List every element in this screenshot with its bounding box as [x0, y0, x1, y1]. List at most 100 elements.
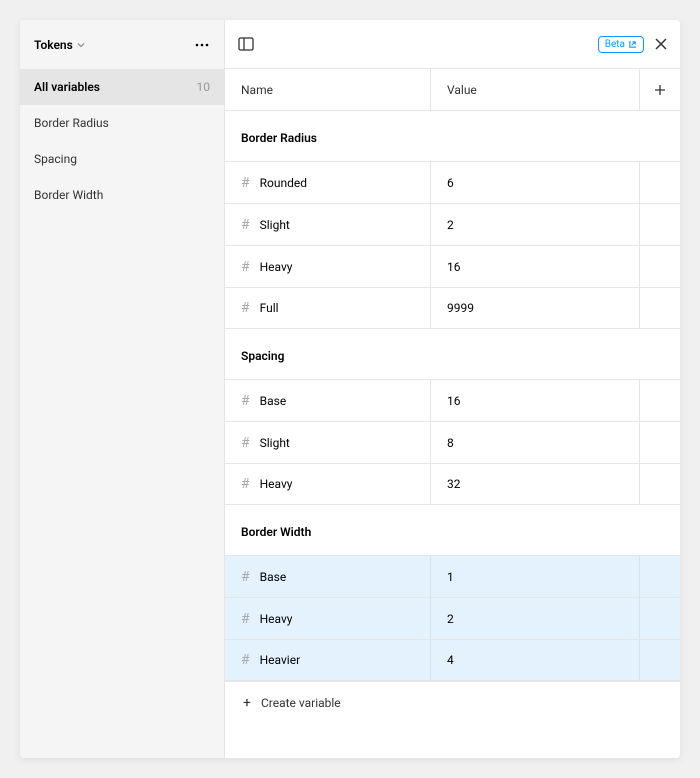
sidebar-toggle-icon[interactable] [237, 35, 255, 53]
variable-name: Heavier [260, 653, 301, 667]
group-title: Border Width [225, 505, 680, 555]
chevron-down-icon [77, 41, 85, 49]
variable-value-cell[interactable]: 8 [431, 422, 640, 463]
variable-value-cell[interactable]: 2 [431, 598, 640, 639]
variable-name-cell: # Base [225, 556, 431, 597]
variable-value: 2 [447, 612, 454, 626]
variable-end-cell [640, 162, 680, 203]
variable-name: Slight [260, 218, 290, 232]
number-type-icon: # [241, 175, 250, 191]
number-type-icon: # [241, 259, 250, 275]
number-type-icon: # [241, 435, 250, 451]
variable-name: Base [260, 394, 287, 408]
column-name-header: Name [225, 69, 431, 110]
create-variable-label: Create variable [261, 696, 341, 710]
variables-content: Border Radius#Rounded 6 # Slight 2 # Heavy 16 # F… [225, 111, 680, 758]
column-value-header: Value [431, 69, 640, 110]
variable-row[interactable]: # Heavy 32 [225, 463, 680, 505]
variable-name-cell: # Slight [225, 204, 431, 245]
close-icon[interactable] [654, 37, 668, 51]
variable-end-cell [640, 380, 680, 421]
variable-name: Full [260, 301, 279, 315]
variable-end-cell [640, 556, 680, 597]
sidebar-item-all-variables[interactable]: All variables 10 [20, 69, 224, 105]
variable-name: Heavy [260, 612, 293, 626]
number-type-icon: # [241, 476, 250, 492]
variable-name-cell: #Rounded [225, 162, 431, 203]
group-title: Spacing [225, 329, 680, 379]
more-options-icon[interactable] [194, 37, 210, 53]
variable-value-cell[interactable]: 6 [431, 162, 640, 203]
create-variable-button[interactable]: + Create variable [225, 681, 680, 723]
variable-value: 9999 [447, 301, 474, 315]
main-header: Beta [225, 20, 680, 69]
variable-end-cell [640, 422, 680, 463]
number-type-icon: # [241, 217, 250, 233]
variable-value-cell[interactable]: 16 [431, 380, 640, 421]
collection-dropdown[interactable]: Tokens [34, 38, 85, 52]
variable-row[interactable]: # Slight 8 [225, 421, 680, 463]
group-title: Border Radius [225, 111, 680, 161]
variable-name-cell: # Heavy [225, 464, 431, 504]
variable-value: 1 [447, 570, 454, 584]
variable-row[interactable]: # Heavy 2 [225, 597, 680, 639]
variable-row[interactable]: #Rounded 6 [225, 161, 680, 203]
variable-value: 8 [447, 436, 454, 450]
variable-row[interactable]: # Heavier 4 [225, 639, 680, 681]
variable-row[interactable]: # Base 1 [225, 555, 680, 597]
variable-value-cell[interactable]: 2 [431, 204, 640, 245]
variable-value-cell[interactable]: 32 [431, 464, 640, 504]
group-border-radius: Border Radius#Rounded 6 # Slight 2 # Heavy 16 # F… [225, 111, 680, 329]
variable-name: Heavy [260, 477, 293, 491]
sidebar-item-label: All variables [34, 80, 100, 94]
variable-name: Base [260, 570, 287, 584]
number-type-icon: # [241, 569, 250, 585]
variable-row[interactable]: # Base 16 [225, 379, 680, 421]
sidebar-item-label: Border Width [34, 188, 103, 202]
variable-name-cell: # Heavy [225, 246, 431, 287]
external-link-icon [628, 40, 637, 49]
sidebar-item-label: Border Radius [34, 116, 109, 130]
number-type-icon: # [241, 300, 250, 316]
variable-end-cell [640, 640, 680, 680]
plus-icon [654, 84, 666, 96]
variable-end-cell [640, 288, 680, 328]
variable-value-cell[interactable]: 9999 [431, 288, 640, 328]
variable-name: Slight [260, 436, 290, 450]
variable-row[interactable]: # Heavy 16 [225, 245, 680, 287]
number-type-icon: # [241, 393, 250, 409]
header-right: Beta [598, 36, 668, 53]
group-border-width: Border Width # Base 1 # Heavy 2 # Heavier 4 [225, 505, 680, 681]
sidebar-item-border-radius[interactable]: Border Radius [20, 105, 224, 141]
number-type-icon: # [241, 611, 250, 627]
variable-row[interactable]: # Full 9999 [225, 287, 680, 329]
add-mode-button[interactable] [640, 84, 680, 96]
variable-end-cell [640, 464, 680, 504]
header-left [237, 35, 255, 53]
variable-value-cell[interactable]: 4 [431, 640, 640, 680]
sidebar-item-count: 10 [197, 80, 211, 94]
columns-header: Name Value [225, 69, 680, 111]
main-area: Beta Name Value Border Radius#Ro [225, 20, 680, 758]
sidebar: Tokens All variables 10 Border Radius Spaci… [20, 20, 225, 758]
variable-name: Heavy [260, 260, 293, 274]
sidebar-item-spacing[interactable]: Spacing [20, 141, 224, 177]
variable-row[interactable]: # Slight 2 [225, 203, 680, 245]
variable-value-cell[interactable]: 1 [431, 556, 640, 597]
variable-value-cell[interactable]: 16 [431, 246, 640, 287]
variable-end-cell [640, 598, 680, 639]
variable-value: 6 [447, 176, 454, 190]
beta-badge[interactable]: Beta [598, 36, 644, 53]
collection-name-label: Tokens [34, 38, 73, 52]
variable-name-cell: # Heavy [225, 598, 431, 639]
variable-name-cell: # Base [225, 380, 431, 421]
plus-icon: + [243, 695, 251, 711]
number-type-icon: # [241, 652, 250, 668]
group-spacing: Spacing # Base 16 # Slight 8 # Heavy 32 [225, 329, 680, 505]
beta-label: Beta [605, 39, 625, 50]
variable-value: 2 [447, 218, 454, 232]
variables-panel: Tokens All variables10Border RadiusSpaci… [20, 20, 680, 758]
variable-name-cell: # Full [225, 288, 431, 328]
sidebar-item-border-width[interactable]: Border Width [20, 177, 224, 213]
variable-name-cell: # Heavier [225, 640, 431, 680]
